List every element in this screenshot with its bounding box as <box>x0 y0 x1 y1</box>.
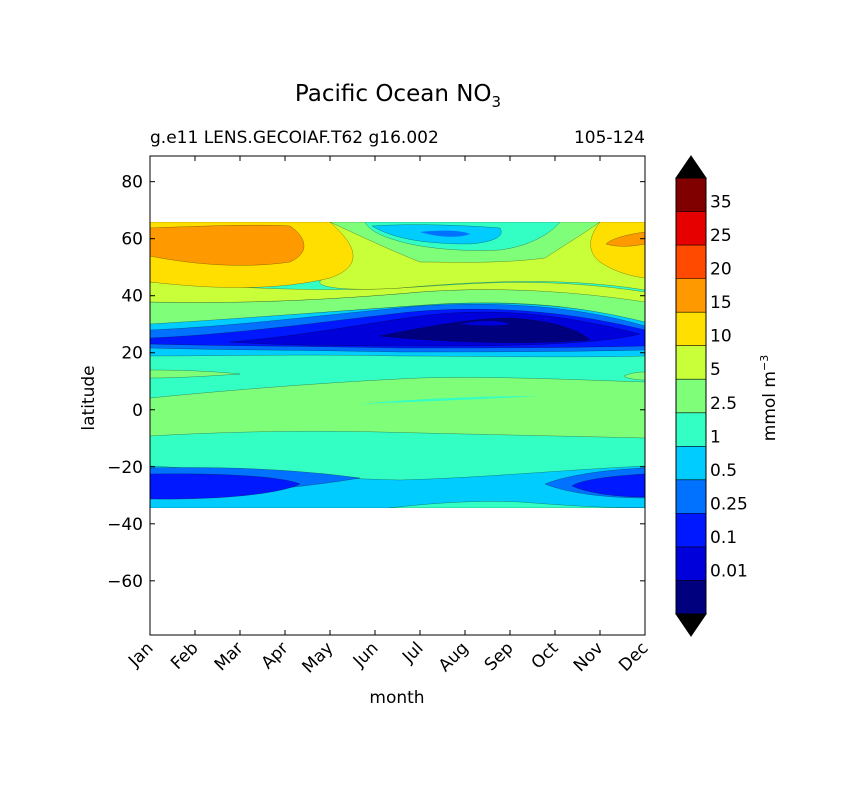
colorbar-tick-label: 1 <box>710 427 721 447</box>
y-axis-label: latitude <box>79 365 99 430</box>
colorbar-tick-label: 0.5 <box>710 461 737 481</box>
colorbar-tick-label: 5 <box>710 360 721 380</box>
x-tick-label: Sep <box>481 638 518 675</box>
chart-subtitle-right: 105-124 <box>574 128 645 148</box>
colorbar-segment <box>676 245 706 280</box>
contour-blob-south-west <box>150 473 301 500</box>
colorbar-tick-label: 20 <box>710 260 732 280</box>
colorbar-extend-max <box>675 155 707 179</box>
y-tick-label: 80 <box>121 173 143 193</box>
colorbar-label: mmol m−3 <box>758 355 780 441</box>
colorbar-segment <box>676 446 706 481</box>
colorbar-tick-label: 0.01 <box>710 561 748 581</box>
y-tick-label: 0 <box>132 401 143 421</box>
colorbar-tick-label: 25 <box>710 226 732 246</box>
x-tick-label: Oct <box>528 638 563 673</box>
colorbar-tick-label: 10 <box>710 327 732 347</box>
contour-band-north-min-inner <box>460 321 510 326</box>
colorbar-tick-label: 15 <box>710 293 732 313</box>
y-tick-label: −20 <box>107 458 143 478</box>
colorbar-frame <box>675 177 707 615</box>
x-tick-label: May <box>299 638 338 677</box>
colorbar-segment <box>676 412 706 447</box>
y-tick-label: 20 <box>121 344 143 364</box>
colorbar-tick-label: 2.5 <box>710 394 737 414</box>
x-tick-label: Jul <box>398 638 427 667</box>
contour-blob-south-east <box>571 473 645 498</box>
contour-patch-20n-east <box>623 371 645 381</box>
contour-region-west-15-20 <box>150 224 305 266</box>
x-tick-label: Dec <box>615 638 652 675</box>
colorbar-segment <box>676 178 706 213</box>
x-tick-label: Jun <box>349 638 383 672</box>
colorbar-segment <box>676 211 706 246</box>
x-tick-label: Aug <box>435 638 473 676</box>
contour-south-boundary-strip <box>389 501 645 508</box>
colorbar-tick-label: 35 <box>710 193 732 213</box>
x-tick-label: Jan <box>124 638 157 671</box>
contour-fill <box>150 222 645 508</box>
x-tick-label: Apr <box>258 638 293 673</box>
colorbar-segment <box>676 479 706 514</box>
chart-title: Pacific Ocean NO3 <box>295 81 501 111</box>
contour-blob-cyan-inner <box>420 230 470 237</box>
contour-patch-east-15-20 <box>605 231 645 247</box>
x-tick-label: Mar <box>211 638 248 675</box>
colorbar-tick-label: 0.1 <box>710 528 737 548</box>
contour-band-2-5-5 <box>150 377 645 439</box>
contour-patch-20n-west <box>150 369 241 379</box>
colorbar-segment <box>676 513 706 548</box>
plot-frame <box>149 155 646 636</box>
y-axis: 80 60 40 20 0 −20 −40 −60 <box>107 173 645 592</box>
colorbar-segment <box>676 278 706 313</box>
contour-band-north-min <box>379 317 591 343</box>
colorbar: 35 25 20 15 10 5 2.5 1 0.5 0.25 0.1 0.01 <box>675 155 748 637</box>
x-tick-label: Feb <box>167 638 202 673</box>
y-tick-label: 60 <box>121 230 143 250</box>
y-tick-label: 40 <box>121 287 143 307</box>
colorbar-segment <box>676 379 706 414</box>
colorbar-extend-min <box>675 613 707 637</box>
y-tick-label: −40 <box>107 515 143 535</box>
contour-equator-tongue <box>360 396 540 404</box>
x-tick-label: Nov <box>570 638 608 676</box>
colorbar-segment <box>676 580 706 615</box>
colorbar-tick-label: 0.25 <box>710 494 748 514</box>
chart-subtitle-left: g.e11 LENS.GECOIAF.T62 g16.002 <box>150 128 439 148</box>
colorbar-segment <box>676 312 706 347</box>
colorbar-segment <box>676 546 706 581</box>
y-tick-label: −60 <box>107 572 143 592</box>
x-axis-label: month <box>369 688 424 708</box>
colorbar-segment <box>676 345 706 380</box>
